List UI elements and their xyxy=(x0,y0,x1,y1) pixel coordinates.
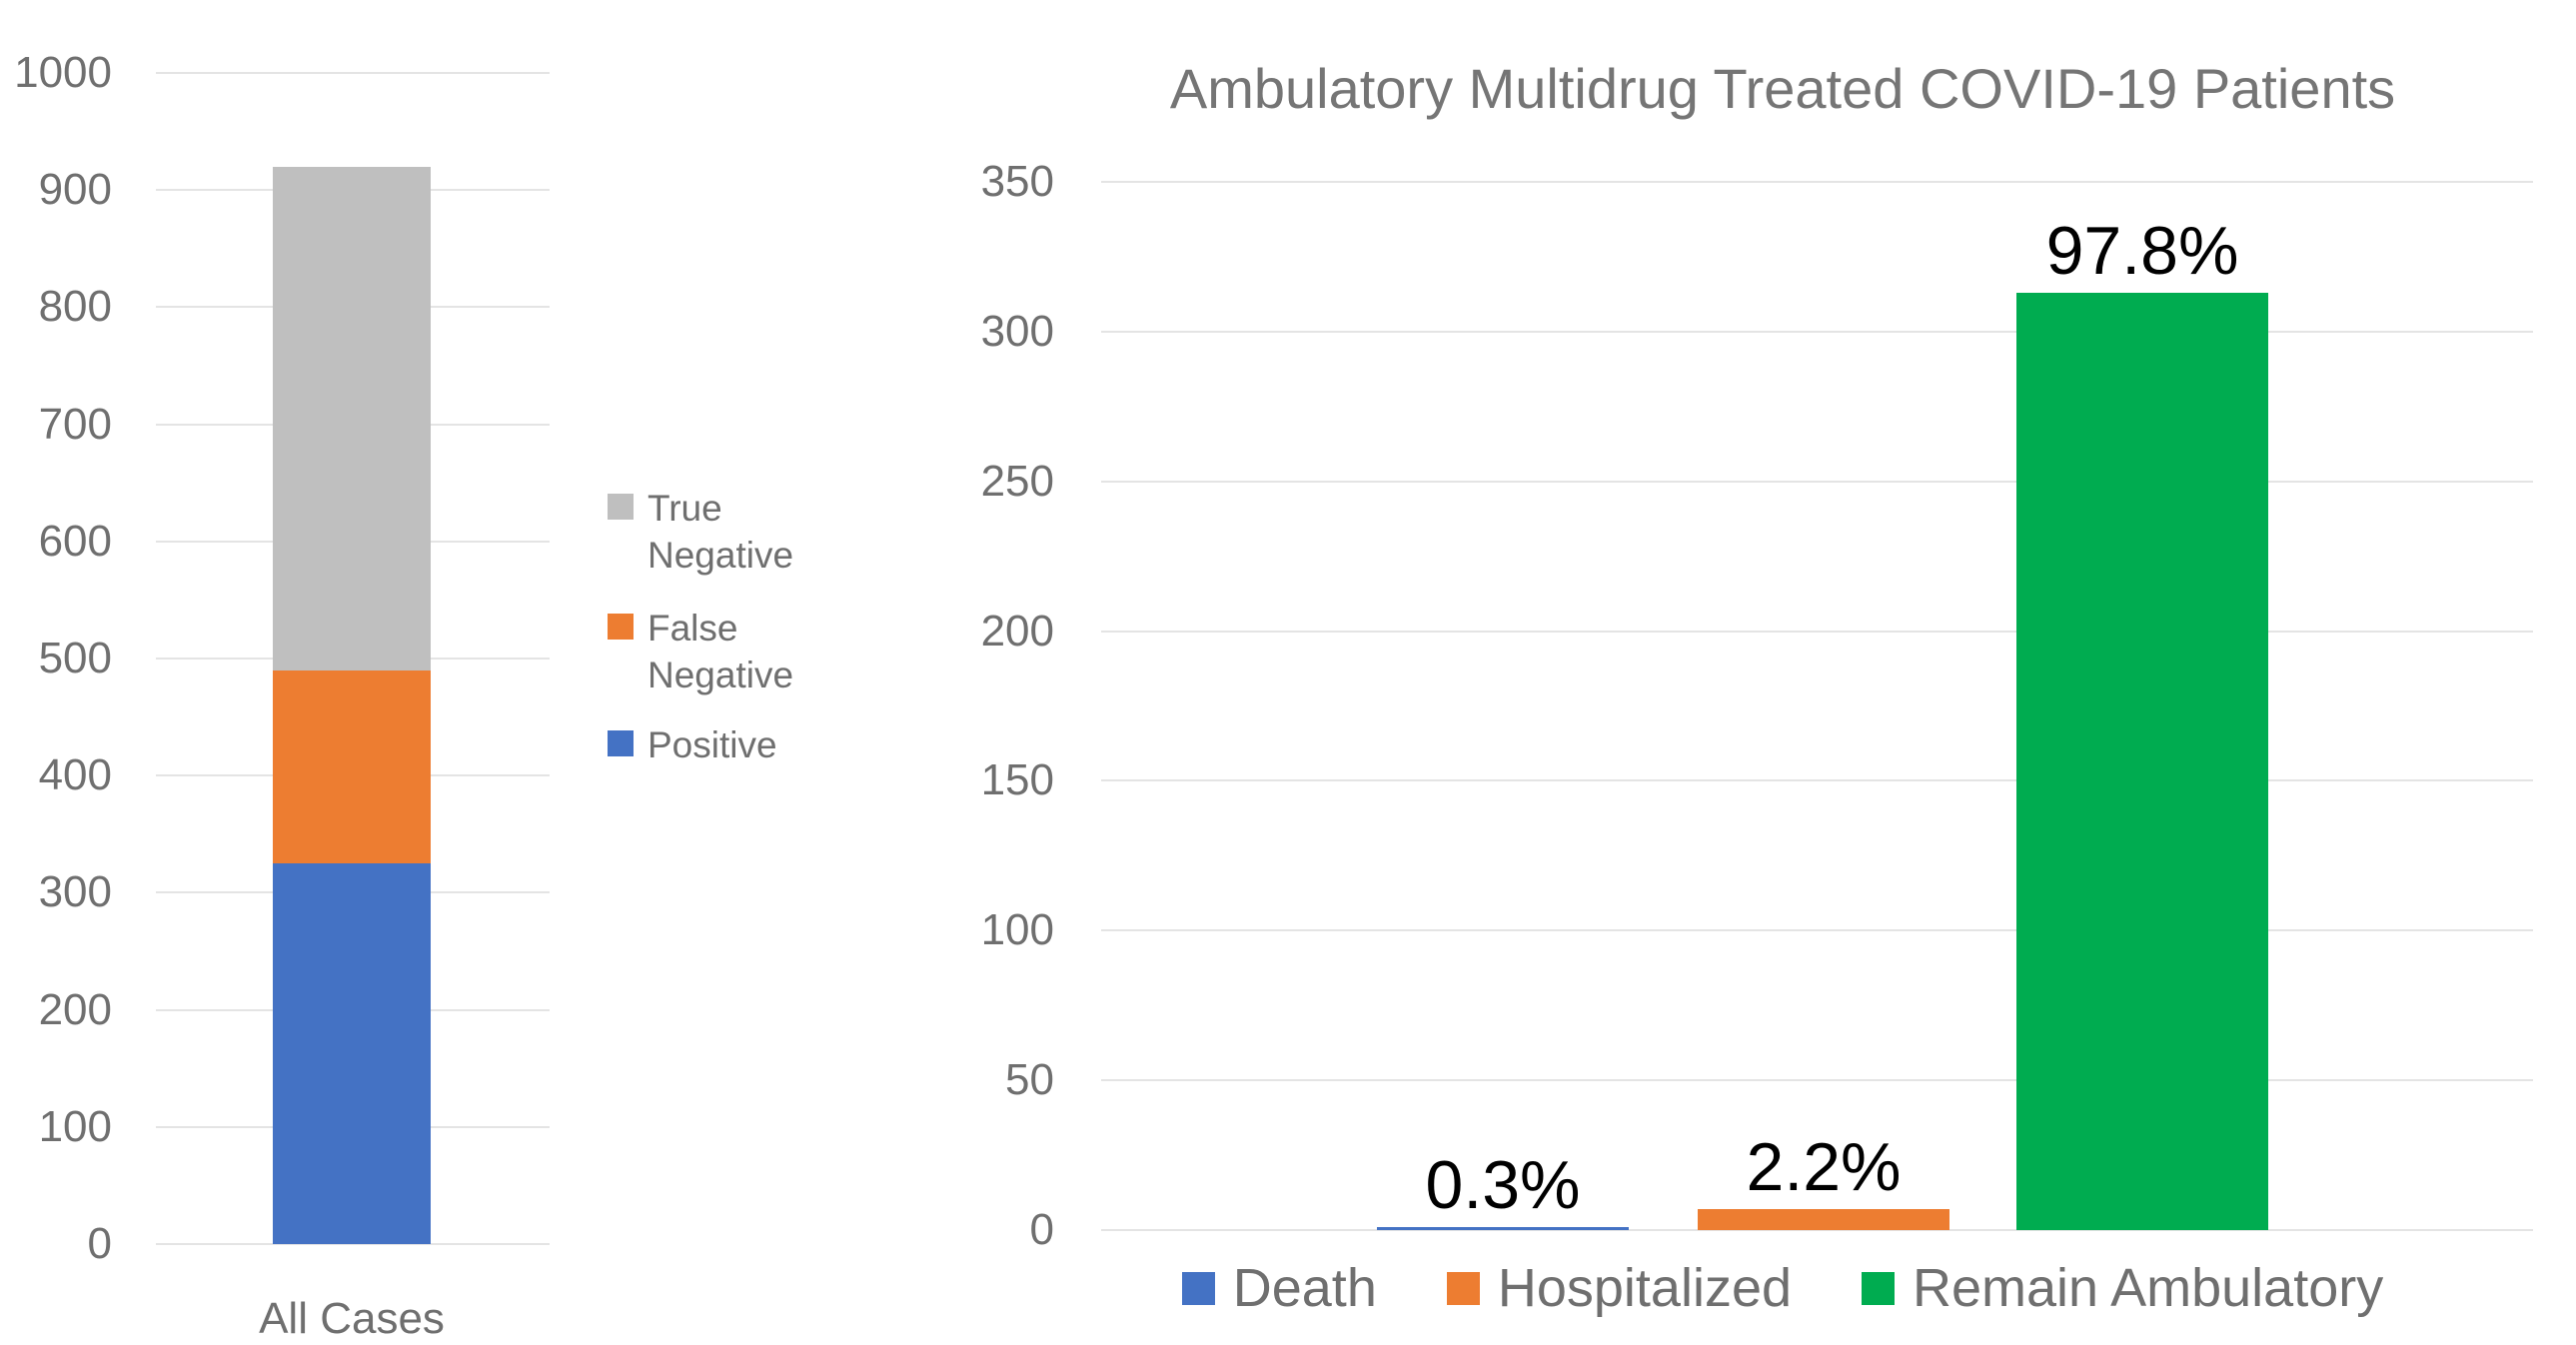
test-results-stacked-bar-chart: 0 100 200 300 400 500 600 700 800 900 1000 All Case… xyxy=(0,0,989,1344)
x-axis-category-label: All Cases xyxy=(259,1294,445,1343)
legend-item-hospitalized: Hospitalized xyxy=(1446,1257,1793,1319)
gridline xyxy=(1101,929,2533,931)
gridline xyxy=(156,1243,550,1245)
gridline xyxy=(1101,181,2533,183)
y-axis-tick-label: 350 xyxy=(980,157,1054,206)
legend-label-false-negative: False Negative xyxy=(647,608,794,695)
y-axis-tick-label: 500 xyxy=(38,634,112,682)
legend-swatch-remain-ambulatory xyxy=(1862,1271,1896,1305)
treatment-outcomes-bar-chart: Ambulatory Multidrug Treated COVID-19 Pa… xyxy=(981,0,2576,1336)
legend-item-false-negative: False Negative xyxy=(608,605,857,698)
bar-remain-ambulatory xyxy=(2016,293,2268,1230)
bar-segment-false-negative xyxy=(273,671,431,863)
legend-label-true-negative: True Negative xyxy=(647,488,794,576)
legend-label-death: Death xyxy=(1232,1258,1377,1318)
y-axis-tick-label: 1000 xyxy=(14,48,112,97)
y-axis-tick-label: 200 xyxy=(980,607,1054,656)
data-label-remain-ambulatory: 97.8% xyxy=(2045,213,2239,289)
y-axis-tick-label: 700 xyxy=(38,400,112,449)
gridline xyxy=(1101,631,2533,633)
bar-death xyxy=(1377,1227,1629,1230)
y-axis-tick-label: 0 xyxy=(87,1219,112,1268)
legend-item-true-negative: True Negative xyxy=(608,485,857,579)
y-axis-tick-label: 0 xyxy=(1029,1205,1054,1254)
gridline xyxy=(1101,1079,2533,1081)
legend-swatch-hospitalized xyxy=(1446,1271,1480,1305)
y-axis-tick-label: 100 xyxy=(980,905,1054,954)
gridline xyxy=(1101,779,2533,781)
legend-swatch-false-negative xyxy=(608,614,634,640)
y-axis-tick-label: 800 xyxy=(38,282,112,331)
data-label-death: 0.3% xyxy=(1425,1147,1581,1223)
bar-hospitalized xyxy=(1698,1209,1949,1230)
legend-label-hospitalized: Hospitalized xyxy=(1497,1258,1793,1318)
y-axis-tick-label: 200 xyxy=(38,985,112,1034)
y-axis-tick-label: 300 xyxy=(980,307,1054,356)
gridline xyxy=(1101,481,2533,483)
y-axis-tick-label: 400 xyxy=(38,750,112,799)
data-label-hospitalized: 2.2% xyxy=(1746,1129,1902,1205)
legend-label-remain-ambulatory: Remain Ambulatory xyxy=(1913,1258,2384,1318)
y-axis-tick-label: 150 xyxy=(980,755,1054,804)
legend-item-remain-ambulatory: Remain Ambulatory xyxy=(1862,1257,2383,1319)
y-axis-tick-label: 600 xyxy=(38,517,112,566)
bar-segment-true-negative xyxy=(273,167,431,671)
legend-swatch-true-negative xyxy=(608,494,634,520)
y-axis-tick-label: 250 xyxy=(980,457,1054,506)
bar-segment-positive xyxy=(273,863,431,1244)
right-legend: Death Hospitalized Remain Ambulatory xyxy=(989,1257,2576,1319)
chart-title: Ambulatory Multidrug Treated COVID-19 Pa… xyxy=(1169,57,2396,120)
gridline xyxy=(1101,331,2533,333)
legend-item-positive: Positive xyxy=(608,721,857,768)
y-axis-tick-label: 900 xyxy=(38,165,112,214)
gridline xyxy=(156,72,550,74)
gridline xyxy=(1101,1229,2533,1231)
legend-swatch-positive xyxy=(608,730,634,756)
y-axis-tick-label: 100 xyxy=(38,1102,112,1151)
legend-item-death: Death xyxy=(1181,1257,1377,1319)
y-axis-tick-label: 300 xyxy=(38,867,112,916)
y-axis-tick-label: 50 xyxy=(1005,1055,1054,1104)
legend-label-positive: Positive xyxy=(647,724,777,765)
legend-swatch-death xyxy=(1181,1271,1215,1305)
